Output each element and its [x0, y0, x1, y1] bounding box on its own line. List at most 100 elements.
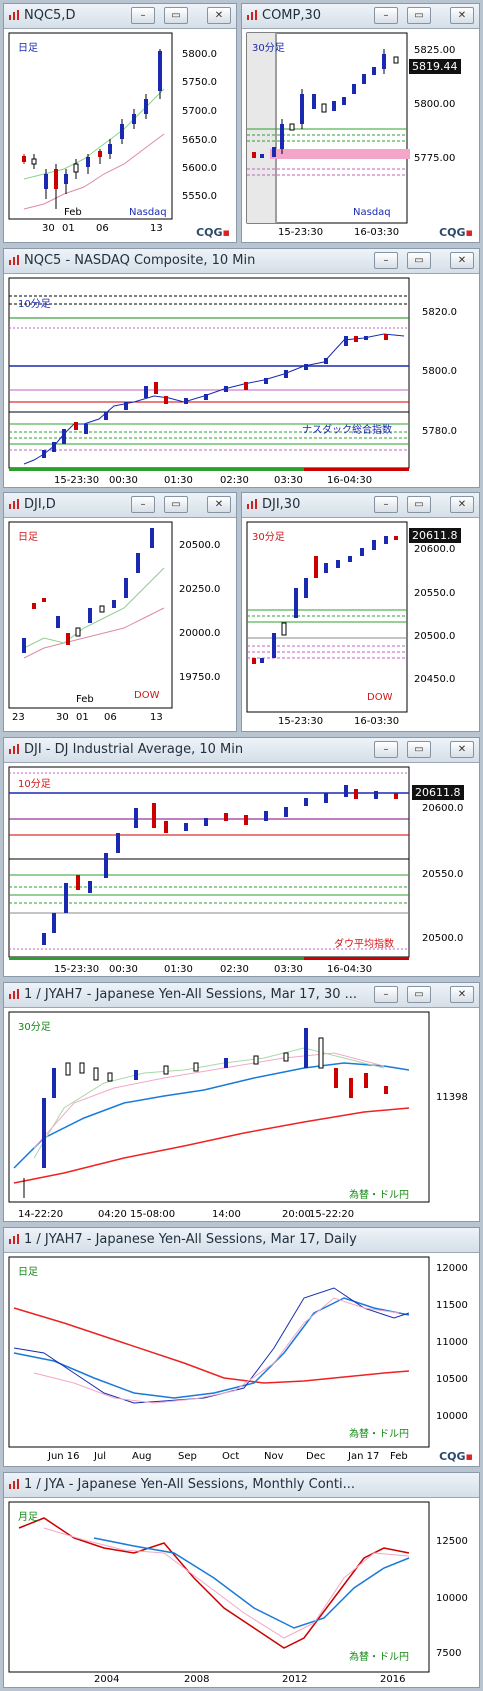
x-tick: 01	[62, 223, 75, 234]
price-chart	[246, 521, 408, 713]
chart-app-icon	[9, 744, 19, 754]
chart-window-jpy-daily[interactable]: 1 / JYAH7 - Japanese Yen-All Sessions, M…	[3, 1227, 480, 1467]
chart-area[interactable]: 日足 Nasdaq 5800.0 5750.0 5700.0 5650.0 56…	[4, 29, 236, 242]
restore-button[interactable]: ▭	[407, 986, 431, 1003]
x-tick: 15-23:30	[54, 964, 100, 975]
y-tick: 19750.0	[179, 672, 221, 683]
y-tick: 5820.0	[422, 307, 457, 318]
chart-area[interactable]: 日足 為替・ドル円 12000 11500 11000 10500 10000 …	[4, 1253, 479, 1466]
instrument-label: 為替・ドル円	[349, 1190, 409, 1201]
chart-area[interactable]: 月足 為替・ドル円 12500 10000 7500 2004 2008 201…	[4, 1498, 479, 1687]
x-tick: 14:00	[212, 1209, 241, 1220]
chart-window-comp-30min[interactable]: COMP,30 – ▭ ✕	[241, 3, 480, 243]
restore-button[interactable]: ▭	[407, 741, 431, 758]
chart-window-jpy-monthly[interactable]: 1 / JYA - Japanese Yen-All Sessions, Mon…	[3, 1472, 480, 1688]
chart-area[interactable]: 10分足 ダウ平均指数 20611.8 20600.0 20550.0 2050…	[4, 763, 479, 976]
y-tick: 20600.0	[414, 544, 456, 555]
title-bar[interactable]: DJI,30 – ▭ ✕	[242, 493, 479, 518]
window-title: DJI,D	[24, 497, 56, 512]
x-tick: 01	[76, 712, 89, 723]
x-tick: 2016	[380, 1674, 406, 1685]
chart-app-icon	[9, 989, 19, 999]
minimize-button[interactable]: –	[131, 496, 155, 513]
minimize-button[interactable]: –	[374, 496, 398, 513]
x-tick: 00:30	[109, 964, 138, 975]
y-tick: 11000	[436, 1337, 468, 1348]
minimize-button[interactable]: –	[374, 986, 398, 1003]
close-button[interactable]: ✕	[207, 496, 231, 513]
x-tick: 06	[104, 712, 117, 723]
x-tick: Jan 17	[348, 1451, 380, 1462]
title-bar[interactable]: 1 / JYAH7 - Japanese Yen-All Sessions, M…	[4, 1228, 479, 1253]
x-tick: 02:30	[220, 964, 249, 975]
x-tick: 03:30	[274, 475, 303, 486]
chart-window-dji-10min[interactable]: DJI - DJ Industrial Average, 10 Min – ▭ …	[3, 737, 480, 977]
y-tick: 5825.00	[414, 45, 456, 56]
minimize-button[interactable]: –	[374, 7, 398, 24]
x-tick: 02:30	[220, 475, 249, 486]
chart-window-nqc5-daily[interactable]: NQC5,D – ▭ ✕ 日足 Nasdaq 5800.0 5750.0 570	[3, 3, 237, 243]
chart-window-dji-daily[interactable]: DJI,D – ▭ ✕ 日足 DOW 20500.0 20250.0 20000…	[3, 492, 237, 732]
price-chart	[8, 1011, 430, 1203]
instrument-label: ダウ平均指数	[334, 939, 394, 950]
close-button[interactable]: ✕	[450, 7, 474, 24]
period-label: 30分足	[252, 532, 285, 543]
last-price-box: 20611.8	[412, 785, 464, 800]
title-bar[interactable]: 1 / JYA - Japanese Yen-All Sessions, Mon…	[4, 1473, 479, 1498]
close-button[interactable]: ✕	[450, 986, 474, 1003]
y-tick: 5600.0	[182, 163, 217, 174]
y-tick: 5775.00	[414, 153, 456, 164]
title-bar[interactable]: NQC5 - NASDAQ Composite, 10 Min – ▭ ✕	[4, 249, 479, 274]
last-price-box: 5819.44	[409, 59, 461, 74]
title-bar[interactable]: 1 / JYAH7 - Japanese Yen-All Sessions, M…	[4, 983, 479, 1008]
y-tick: 10000	[436, 1411, 468, 1422]
x-tick: Jun 16	[48, 1451, 80, 1462]
chart-area[interactable]: 日足 DOW 20500.0 20250.0 20000.0 19750.0 2…	[4, 518, 236, 731]
y-tick: 10500	[436, 1374, 468, 1385]
x-tick: 16-03:30	[354, 227, 400, 238]
cqg-logo: CQG▪	[439, 1450, 473, 1463]
title-bar[interactable]: DJI - DJ Industrial Average, 10 Min – ▭ …	[4, 738, 479, 763]
chart-area[interactable]: 30分足 DOW 20611.8 20600.0 20550.0 20500.0…	[242, 518, 479, 731]
price-chart	[8, 766, 410, 960]
y-tick: 5650.0	[182, 135, 217, 146]
x-tick: 2012	[282, 1674, 308, 1685]
close-button[interactable]: ✕	[450, 496, 474, 513]
title-bar[interactable]: NQC5,D – ▭ ✕	[4, 4, 236, 29]
x-tick: 01:30	[164, 964, 193, 975]
chart-area[interactable]: 30分足 為替・ドル円 11398 14-22:20 04:20 15-08:0…	[4, 1008, 479, 1221]
restore-button[interactable]: ▭	[164, 496, 188, 513]
chart-window-dji-30min[interactable]: DJI,30 – ▭ ✕ 3	[241, 492, 480, 732]
y-tick: 5800.00	[414, 99, 456, 110]
close-button[interactable]: ✕	[450, 741, 474, 758]
window-title: DJI - DJ Industrial Average, 10 Min	[24, 742, 244, 757]
close-button[interactable]: ✕	[450, 252, 474, 269]
title-bar[interactable]: DJI,D – ▭ ✕	[4, 493, 236, 518]
restore-button[interactable]: ▭	[164, 7, 188, 24]
minimize-button[interactable]: –	[131, 7, 155, 24]
x-tick: Sep	[178, 1451, 197, 1462]
minimize-button[interactable]: –	[374, 252, 398, 269]
instrument-label: Nasdaq	[353, 207, 391, 218]
restore-button[interactable]: ▭	[407, 7, 431, 24]
y-tick: 11500	[436, 1300, 468, 1311]
chart-area[interactable]: 10分足 ナスダック総合指数 5820.0 5800.0 5780.0 15-2…	[4, 274, 479, 487]
window-title: DJI,30	[262, 497, 301, 512]
minimize-button[interactable]: –	[374, 741, 398, 758]
restore-button[interactable]: ▭	[407, 252, 431, 269]
period-label: 月足	[18, 1512, 38, 1523]
price-chart	[8, 1256, 430, 1448]
title-bar[interactable]: COMP,30 – ▭ ✕	[242, 4, 479, 29]
chart-area[interactable]: 30分足 Nasdaq 5825.00 5819.44 5800.00 5775…	[242, 29, 479, 242]
restore-button[interactable]: ▭	[407, 496, 431, 513]
close-button[interactable]: ✕	[207, 7, 231, 24]
y-tick: 12000	[436, 1263, 468, 1274]
price-chart	[8, 32, 173, 220]
chart-app-icon	[9, 1234, 19, 1244]
chart-window-nasdaq-10min[interactable]: NQC5 - NASDAQ Composite, 10 Min – ▭ ✕	[3, 248, 480, 488]
x-tick: 03:30	[274, 964, 303, 975]
x-tick: 13	[150, 712, 163, 723]
x-tick: Nov	[264, 1451, 284, 1462]
cqg-logo: CQG▪	[196, 226, 230, 239]
chart-window-jpy-30min[interactable]: 1 / JYAH7 - Japanese Yen-All Sessions, M…	[3, 982, 480, 1222]
